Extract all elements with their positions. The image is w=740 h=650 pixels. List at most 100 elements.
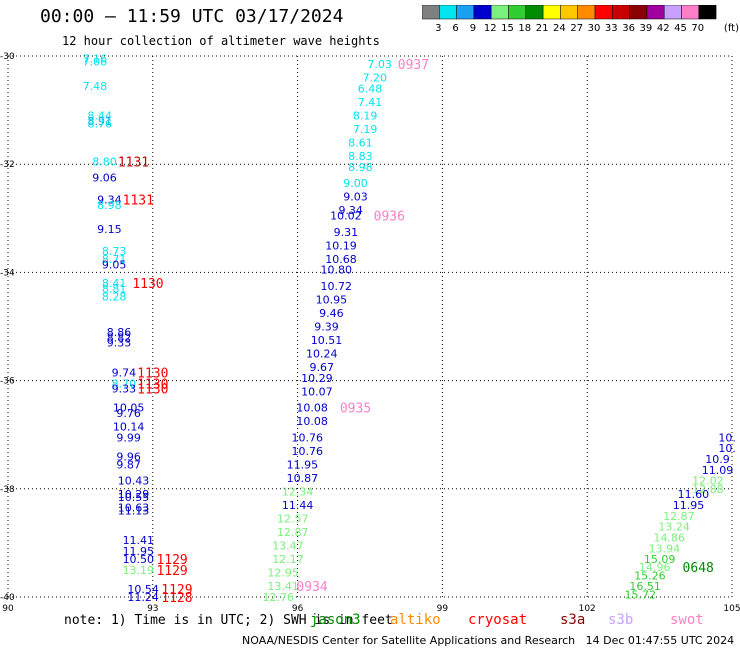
time-label: 1129: [156, 564, 187, 579]
x-tick-label: 102: [579, 604, 596, 614]
data-label: 7.20: [363, 72, 388, 85]
data-label: 10.19: [325, 239, 357, 252]
data-label: 7.16: [83, 53, 108, 66]
data-label: 9.46: [319, 307, 344, 320]
data-label: 11.44: [282, 499, 314, 512]
data-label: 9.33: [107, 337, 132, 350]
colorbar-tick-label: 45: [674, 23, 687, 34]
satellite-legend-jason3: jason3: [310, 612, 361, 628]
data-label: 12.02: [692, 475, 724, 488]
data-label: 12.87: [663, 510, 695, 523]
data-label: 10.87: [287, 472, 319, 485]
data-label: 9.96: [116, 450, 141, 463]
time-label: 0935: [340, 402, 371, 417]
data-label: 8.44: [87, 110, 112, 123]
time-label: 1130: [137, 383, 168, 398]
data-label: 10.50: [123, 553, 155, 566]
data-label: 10.55: [118, 491, 150, 504]
data-label: 6.48: [358, 82, 383, 95]
data-label: 10.54: [127, 583, 159, 596]
data-label: 10.9: [705, 453, 730, 466]
data-label: 8.91: [87, 115, 112, 128]
data-label: 10.76: [292, 431, 324, 444]
colorbar-tick-label: 21: [536, 23, 549, 34]
colorbar-tick-label: 12: [484, 23, 497, 34]
data-label: 14.96: [639, 561, 671, 574]
page-title: 00:00 – 11:59 UTC 03/17/2024: [40, 6, 344, 27]
data-label: 8.76: [87, 118, 112, 131]
data-label: 9.15: [97, 223, 122, 236]
data-label: 10.07: [301, 385, 333, 398]
data-label: 10.72: [320, 280, 352, 293]
time-label: 1130: [137, 377, 168, 392]
data-label: 15.26: [634, 569, 666, 582]
data-label: 9.67: [309, 361, 334, 374]
data-label: 9.34: [97, 193, 122, 206]
footer-note: note: 1) Time is in UTC; 2) SWH is in fe…: [64, 613, 393, 628]
data-label: 16.51: [629, 580, 661, 593]
data-label: 8.61: [348, 137, 373, 150]
data-label: 8.98: [348, 161, 373, 174]
data-label: 8.86: [107, 326, 132, 339]
data-label: 8.73: [102, 245, 127, 258]
data-label: 9.76: [116, 407, 141, 420]
colorbar-tick-label: 36: [622, 23, 635, 34]
data-label: 12.87: [277, 526, 309, 539]
color-legend: 3 6 9 12 15 18 21 24 27 30 33 36 39 42 45 70 (ft): [422, 5, 739, 34]
data-label: 8.70: [112, 377, 137, 390]
colorbar-tick-label: 42: [657, 23, 670, 34]
colorbar-tick-label: 15: [501, 23, 514, 34]
series-group: 10.10.10.911.0912.0212.8811.6011.9512.87…: [625, 431, 736, 601]
data-label: 7.48: [83, 80, 108, 93]
time-label: 1129: [156, 553, 187, 568]
data-label: 9.00: [343, 177, 368, 190]
data-label: 9.33: [112, 383, 137, 396]
colorbar-tick-label: 70: [691, 23, 704, 34]
data-label: 10.05: [113, 402, 145, 415]
x-tick-label: 105: [723, 604, 740, 614]
data-label: 10.14: [113, 421, 145, 434]
colorbar-tick-label: 27: [570, 23, 583, 34]
data-label: 10.08: [296, 415, 328, 428]
colorbar-tick-label: 24: [553, 23, 566, 34]
data-label: 10.80: [320, 264, 352, 277]
data-label: 9.06: [92, 172, 117, 185]
time-label: 1131: [123, 193, 154, 208]
colorbar-tick-label: 6: [452, 23, 458, 34]
data-label: 11.09: [702, 464, 734, 477]
colorbar-tick-label: 33: [605, 23, 618, 34]
data-label: 8.41: [102, 277, 127, 290]
time-label: 0936: [374, 210, 405, 225]
data-label: 8.19: [353, 110, 378, 123]
data-label: 8.98: [97, 199, 122, 212]
data-label: 7.06: [83, 55, 108, 68]
data-label: 7.41: [358, 96, 383, 109]
data-label: 13.47: [272, 540, 304, 553]
data-label: 9.31: [334, 226, 359, 239]
data-label: 10.63: [118, 502, 150, 515]
data-label: 11.41: [123, 534, 155, 547]
data-label: 9.99: [116, 431, 141, 444]
data-label: 12.76: [263, 591, 295, 604]
satellite-legend-s3a: s3a: [560, 612, 586, 628]
data-label: 12.17: [272, 553, 304, 566]
data-label: 8.80: [92, 155, 117, 168]
data-label: 11.24: [127, 591, 159, 604]
colorbar-tick-label: 30: [588, 23, 601, 34]
data-label: 15.72: [625, 588, 657, 601]
data-label: 7.19: [353, 123, 378, 136]
y-tick-label: -36: [0, 377, 15, 387]
time-label: 0937: [398, 58, 429, 73]
data-label: 10.24: [306, 348, 338, 361]
data-label: 8.71: [102, 253, 127, 266]
x-tick-label: 96: [292, 604, 304, 614]
data-label: 14.86: [654, 531, 686, 544]
satellite-legend-swot: swot: [670, 612, 704, 628]
time-label: 1131: [118, 155, 149, 170]
x-tick-label: 90: [2, 604, 14, 614]
data-label: 10.43: [118, 475, 150, 488]
x-tick-label: 99: [437, 604, 449, 614]
data-label: 10.29: [118, 488, 150, 501]
data-label: 10.29: [301, 372, 333, 385]
data-label: 9.74: [112, 366, 137, 379]
